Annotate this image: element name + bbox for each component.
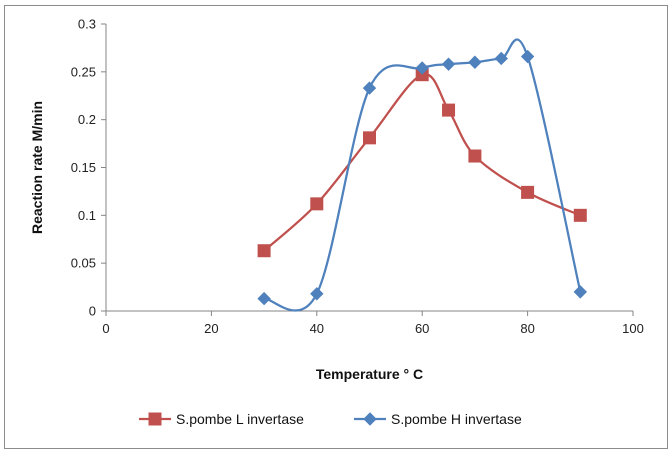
data-point <box>494 51 508 66</box>
y-tick-label: 0.25 <box>71 64 96 79</box>
x-tick-label: 100 <box>622 321 644 336</box>
data-point <box>468 149 482 163</box>
data-point <box>257 244 271 258</box>
data-point <box>310 287 324 301</box>
data-point <box>521 185 535 199</box>
x-tick-label: 60 <box>415 321 429 336</box>
x-axis-ticks: 0 20 40 60 80 100 <box>102 311 644 336</box>
data-point <box>415 61 429 75</box>
y-axis-title: Reaction rate M/min <box>29 101 45 234</box>
x-tick-label: 0 <box>102 321 109 336</box>
legend-label: S.pombe L invertase <box>176 411 304 427</box>
data-point <box>257 291 271 306</box>
y-tick-label: 0.15 <box>71 160 96 175</box>
x-tick-label: 20 <box>204 321 218 336</box>
y-tick-label: 0.05 <box>71 256 96 271</box>
x-tick-label: 80 <box>520 321 534 336</box>
series-1 <box>257 68 587 258</box>
y-axis-ticks: 0 0.05 0.1 0.15 0.2 0.25 0.3 <box>71 17 106 319</box>
legend-swatch-marker <box>148 412 162 426</box>
data-point <box>362 81 377 95</box>
x-tick-label: 40 <box>310 321 324 336</box>
data-point <box>573 285 588 299</box>
data-point <box>520 49 535 64</box>
legend-item: S.pombe H invertase <box>354 411 522 427</box>
data-point <box>441 57 456 71</box>
y-tick-label: 0.2 <box>78 112 96 127</box>
data-point <box>468 55 482 69</box>
legend-swatch-marker <box>363 412 377 426</box>
legend: S.pombe L invertase S.pombe H invertase <box>139 411 522 427</box>
data-point <box>442 103 456 117</box>
series-2 <box>257 38 588 312</box>
y-tick-label: 0 <box>89 304 96 319</box>
data-point <box>363 131 376 145</box>
y-tick-label: 0.3 <box>78 17 96 32</box>
y-tick-label: 0.1 <box>78 208 96 223</box>
axes <box>105 24 633 312</box>
series-layer <box>257 38 588 312</box>
x-axis-title: Temperature ° C <box>316 366 423 382</box>
data-point <box>573 208 587 222</box>
legend-item: S.pombe L invertase <box>139 411 304 427</box>
legend-label: S.pombe H invertase <box>391 411 522 427</box>
data-point <box>310 197 324 211</box>
